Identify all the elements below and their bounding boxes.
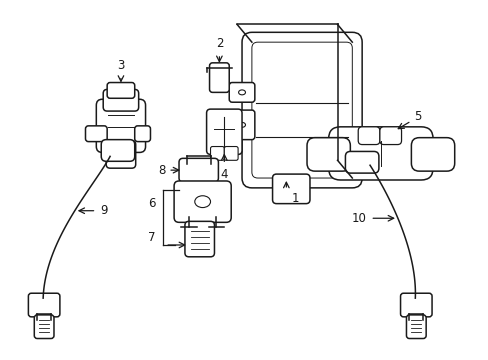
Text: 2: 2 bbox=[215, 37, 223, 50]
FancyBboxPatch shape bbox=[328, 127, 432, 180]
FancyBboxPatch shape bbox=[406, 315, 425, 338]
FancyBboxPatch shape bbox=[206, 109, 242, 154]
FancyBboxPatch shape bbox=[358, 127, 379, 145]
FancyBboxPatch shape bbox=[101, 140, 135, 161]
FancyBboxPatch shape bbox=[229, 110, 254, 140]
FancyBboxPatch shape bbox=[135, 126, 150, 141]
FancyBboxPatch shape bbox=[272, 174, 309, 204]
Text: 3: 3 bbox=[117, 59, 124, 72]
FancyBboxPatch shape bbox=[306, 138, 349, 171]
FancyBboxPatch shape bbox=[96, 99, 145, 152]
FancyBboxPatch shape bbox=[210, 147, 224, 160]
FancyBboxPatch shape bbox=[345, 152, 378, 173]
FancyBboxPatch shape bbox=[85, 126, 107, 141]
Ellipse shape bbox=[238, 90, 245, 95]
FancyBboxPatch shape bbox=[174, 181, 231, 222]
FancyBboxPatch shape bbox=[400, 293, 431, 317]
FancyBboxPatch shape bbox=[103, 89, 139, 111]
FancyBboxPatch shape bbox=[224, 147, 238, 160]
Text: 7: 7 bbox=[147, 231, 155, 244]
Ellipse shape bbox=[238, 122, 245, 127]
FancyBboxPatch shape bbox=[184, 221, 214, 257]
FancyBboxPatch shape bbox=[34, 315, 54, 338]
FancyBboxPatch shape bbox=[179, 158, 218, 182]
FancyBboxPatch shape bbox=[242, 32, 362, 188]
Text: 5: 5 bbox=[413, 111, 421, 123]
Text: 9: 9 bbox=[100, 204, 108, 217]
FancyBboxPatch shape bbox=[209, 63, 229, 93]
Text: 1: 1 bbox=[291, 192, 298, 205]
Text: 8: 8 bbox=[158, 164, 165, 177]
FancyBboxPatch shape bbox=[379, 127, 401, 145]
FancyBboxPatch shape bbox=[28, 293, 60, 317]
Text: 4: 4 bbox=[220, 168, 227, 181]
Text: 6: 6 bbox=[147, 197, 155, 210]
FancyBboxPatch shape bbox=[229, 82, 254, 102]
Ellipse shape bbox=[194, 196, 210, 208]
FancyBboxPatch shape bbox=[106, 141, 136, 168]
FancyBboxPatch shape bbox=[107, 82, 135, 98]
FancyBboxPatch shape bbox=[410, 138, 454, 171]
Text: 10: 10 bbox=[351, 212, 366, 225]
